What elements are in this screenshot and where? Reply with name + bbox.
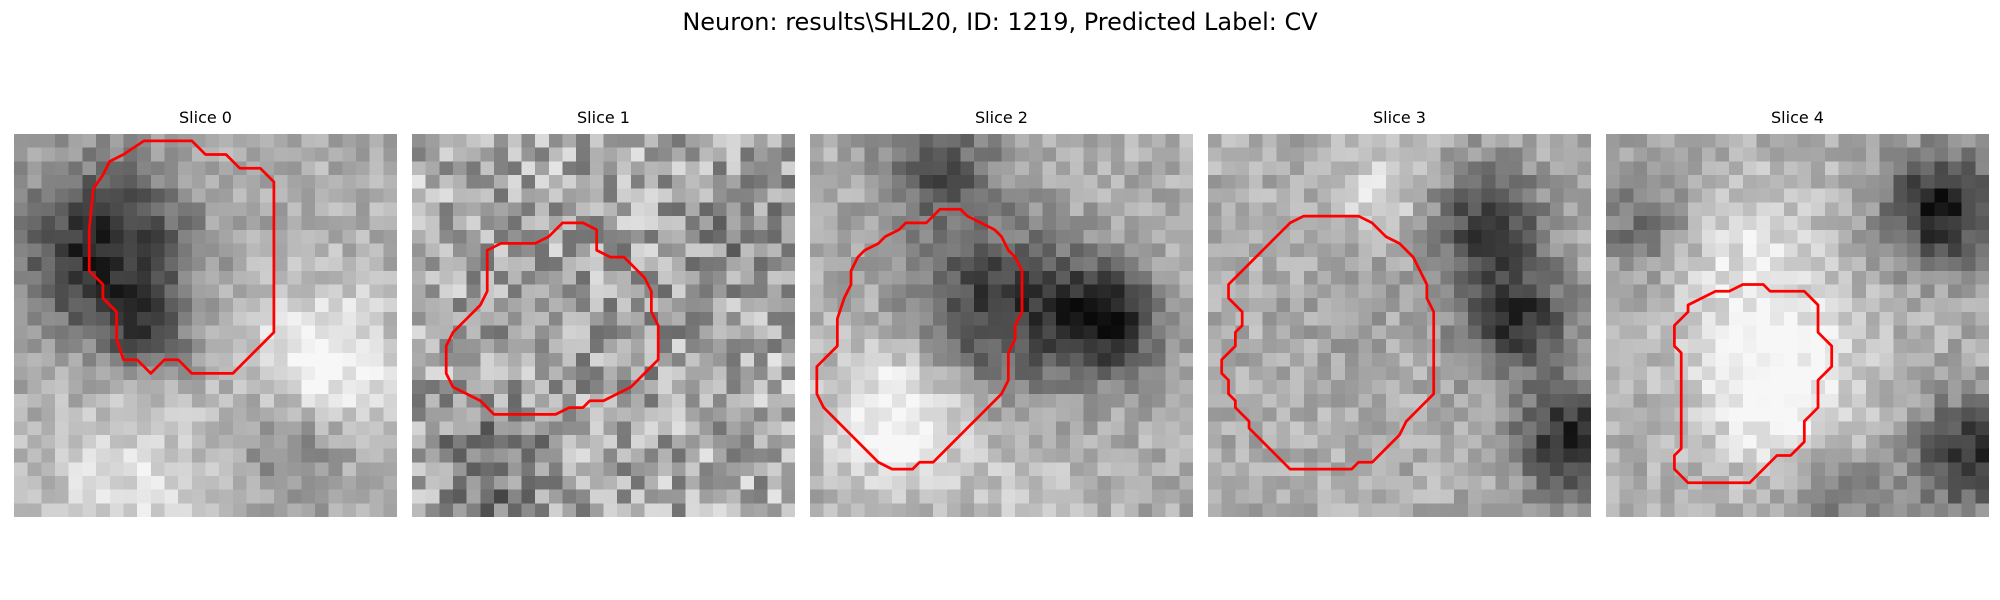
microscopy-slice [1606,134,1989,517]
neuron-contour [1220,214,1436,471]
microscopy-slice [412,134,795,517]
microscopy-slice [1208,134,1591,517]
neuron-contour [1673,283,1834,485]
slice-image [1208,134,1591,517]
figure-title: Neuron: results\SHL20, ID: 1219, Predict… [682,8,1318,36]
slice-title: Slice 2 [975,108,1028,127]
neuron-contour [87,139,276,375]
slice-title: Slice 3 [1373,108,1426,127]
slice-image [412,134,795,517]
slice-panel-4: Slice 4 [1606,108,1989,517]
slice-image [14,134,397,517]
microscopy-slice [810,134,1193,517]
slice-panel-0: Slice 0 [14,108,397,517]
slice-panel-1: Slice 1 [412,108,795,517]
slice-title: Slice 4 [1771,108,1824,127]
slice-panel-3: Slice 3 [1208,108,1591,517]
slice-panel-2: Slice 2 [810,108,1193,517]
slice-title: Slice 0 [179,108,232,127]
neuron-contour [444,221,660,416]
slice-title: Slice 1 [577,108,630,127]
microscopy-slice [14,134,397,517]
neuron-contour [815,207,1024,471]
slice-image [810,134,1193,517]
slice-image [1606,134,1989,517]
